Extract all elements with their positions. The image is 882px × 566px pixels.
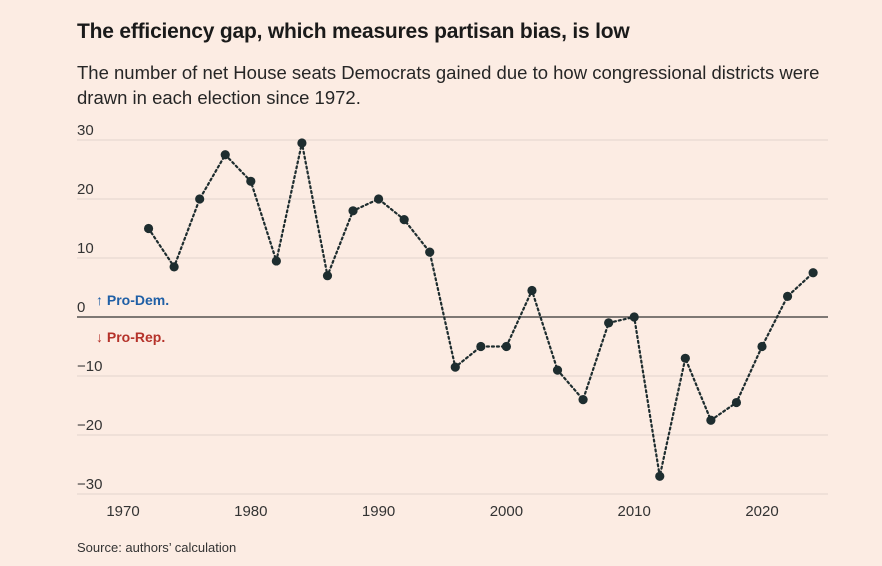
x-tick-label: 2000 — [490, 503, 523, 520]
data-point-1990 — [374, 194, 384, 204]
data-point-1982 — [271, 256, 281, 266]
data-point-1996 — [450, 362, 460, 372]
data-point-2018 — [731, 397, 742, 408]
data-point-2024 — [808, 268, 818, 278]
chart-title: The efficiency gap, which measures parti… — [77, 20, 630, 43]
source-note: Source: authors’ calculation — [77, 540, 237, 555]
pro-dem-label: ↑ Pro-Dem. — [96, 292, 169, 308]
data-point-2010 — [629, 312, 639, 322]
data-point-2020 — [757, 341, 767, 352]
data-point-2014 — [680, 353, 690, 363]
x-axis: 1970 1980 1990 2000 2010 2020 — [106, 503, 778, 520]
data-point-1992 — [399, 215, 409, 225]
data-point-1980 — [246, 176, 256, 186]
x-tick-label: 2020 — [745, 503, 778, 520]
efficiency-gap-series — [143, 138, 818, 481]
data-point-1984 — [297, 138, 307, 148]
y-tick-label: 0 — [77, 299, 85, 316]
x-tick-label: 1970 — [106, 503, 139, 520]
data-point-1976 — [195, 194, 205, 204]
data-point-2012 — [655, 471, 665, 481]
grid-lines — [77, 139, 828, 495]
data-point-2002 — [527, 285, 537, 296]
y-tick-label: −30 — [77, 476, 102, 493]
data-point-2016 — [706, 415, 716, 425]
data-point-1998 — [476, 341, 486, 352]
y-tick-label: 10 — [77, 240, 94, 257]
data-point-2008 — [604, 318, 614, 328]
y-tick-label: 20 — [77, 181, 94, 198]
data-point-1986 — [322, 271, 333, 281]
data-point-1988 — [348, 206, 358, 216]
data-point-2004 — [552, 365, 563, 375]
data-point-1994 — [425, 247, 435, 257]
data-point-2006 — [578, 395, 588, 405]
pro-rep-label: ↓ Pro-Rep. — [96, 329, 165, 345]
x-tick-label: 1990 — [362, 503, 395, 520]
data-point-1974 — [169, 262, 179, 272]
y-tick-label: −20 — [77, 417, 102, 434]
data-point-2000 — [501, 341, 511, 352]
chart-subtitle: The number of net House seats Democrats … — [77, 62, 820, 108]
y-tick-label: 30 — [77, 122, 94, 139]
y-tick-label: −10 — [77, 358, 102, 375]
data-point-2022 — [782, 291, 793, 301]
series-line — [147, 142, 815, 477]
data-point-1978 — [220, 150, 230, 160]
y-axis: 30 20 10 0 −10 −20 −30 — [77, 122, 102, 493]
x-tick-label: 2010 — [618, 503, 651, 520]
data-point-1972 — [143, 223, 154, 234]
x-tick-label: 1980 — [234, 503, 267, 520]
